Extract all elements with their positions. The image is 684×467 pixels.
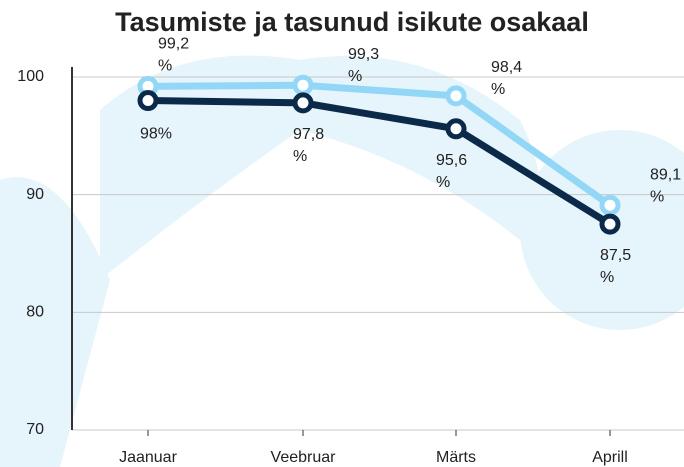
data-label: 97,8% <box>293 126 324 165</box>
data-label: 87,5% <box>600 247 631 286</box>
data-label: 98% <box>140 126 172 143</box>
data-label: 95,6% <box>436 152 467 191</box>
y-tick-label: 100 <box>17 68 44 85</box>
data-label: 89,1% <box>650 166 681 205</box>
point-marker <box>445 85 467 107</box>
y-tick-label: 90 <box>26 186 44 203</box>
data-label: 99,2% <box>158 36 189 75</box>
series-line <box>147 97 612 228</box>
x-tick-label: Aprill <box>592 449 628 466</box>
point-marker <box>599 194 621 216</box>
y-tick-label: 70 <box>26 421 44 438</box>
point-marker <box>137 90 159 112</box>
x-tick-label: Veebruar <box>271 449 337 466</box>
point-marker <box>292 74 314 96</box>
series-line <box>147 81 613 209</box>
x-tick-label: Märts <box>436 449 476 466</box>
x-tick-label: Jaanuar <box>119 449 177 466</box>
y-tick-label: 80 <box>26 304 44 321</box>
data-label: 99,3% <box>348 46 379 85</box>
point-marker <box>599 213 621 235</box>
point-marker <box>292 92 314 114</box>
data-label: 98,4% <box>491 59 522 98</box>
point-marker <box>445 118 467 140</box>
chart-title: Tasumiste ja tasunud isikute osakaal <box>115 7 589 37</box>
background-decor <box>0 55 684 467</box>
